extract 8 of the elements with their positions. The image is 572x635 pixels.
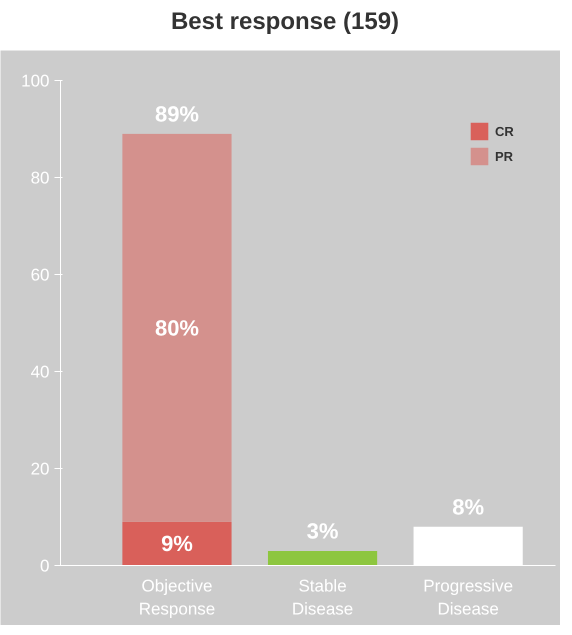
bar	[122, 522, 232, 566]
data-label: 9%	[161, 531, 193, 556]
bar	[122, 134, 232, 522]
data-label: 80%	[154, 315, 199, 340]
legend-label: CR	[495, 124, 515, 138]
bar	[268, 550, 378, 566]
chart-title: Best response (159)	[170, 7, 400, 37]
legend-label: PR	[495, 148, 514, 164]
